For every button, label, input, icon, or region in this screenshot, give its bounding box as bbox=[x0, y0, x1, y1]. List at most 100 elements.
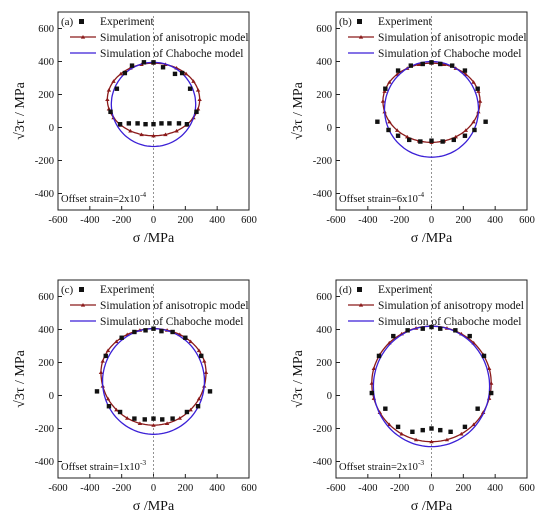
experiment-point bbox=[199, 353, 204, 359]
legend-chaboche-label: Simulation of Chaboche model bbox=[378, 316, 521, 328]
anisotropic-curve-marker bbox=[151, 133, 156, 138]
x-tick-label: -600 bbox=[326, 483, 345, 494]
experiment-point bbox=[391, 333, 396, 339]
experiment-point bbox=[143, 328, 148, 333]
experiment-point bbox=[103, 353, 108, 359]
x-tick-label: 600 bbox=[241, 215, 257, 226]
y-tick-label: 0 bbox=[327, 391, 332, 402]
offset-strain-exponent: -3 bbox=[418, 458, 424, 467]
x-tick-label: -400 bbox=[358, 483, 377, 494]
panel-2: -600 -400 -200 0 200 400 600 -400 -200 0 200 400 600… bbox=[291, 11, 535, 246]
experiment-point bbox=[448, 429, 453, 434]
anisotropic-curve-marker bbox=[441, 62, 447, 67]
y-tick-label: 200 bbox=[38, 90, 54, 101]
y-tick-label: 0 bbox=[49, 391, 54, 402]
anisotropic-curve-marker bbox=[471, 422, 476, 427]
y-tick-label: -200 bbox=[35, 156, 54, 167]
experiment-point bbox=[167, 121, 172, 126]
anisotropic-curve-marker bbox=[128, 128, 133, 133]
experiment-point bbox=[122, 70, 128, 76]
x-axis-title: σ /MPa bbox=[133, 231, 175, 246]
anisotropic-curve-marker bbox=[459, 431, 464, 436]
x-tick-label: -600 bbox=[48, 215, 67, 226]
y-tick-label: -400 bbox=[35, 189, 54, 200]
offset-strain-text: Offset strain=2x10 bbox=[339, 462, 418, 473]
experiment-point bbox=[451, 137, 456, 143]
anisotropic-curve-marker bbox=[114, 407, 119, 412]
anisotropic-curve-marker bbox=[105, 396, 111, 401]
x-tick-label: 400 bbox=[209, 215, 225, 226]
x-axis-title: σ /MPa bbox=[133, 499, 175, 514]
panel-label: (b) bbox=[339, 16, 352, 28]
anisotropic-curve-marker bbox=[163, 132, 168, 137]
anisotropic-curve-marker bbox=[106, 88, 112, 92]
y-axis-title: √3τ / MPa bbox=[13, 349, 28, 407]
anisotropic-curve-marker bbox=[188, 339, 193, 344]
experiment-point bbox=[429, 426, 434, 431]
legend-experiment-label: Experiment bbox=[100, 16, 154, 28]
experiment-point bbox=[472, 127, 477, 133]
chaboche-curve bbox=[383, 60, 480, 158]
anisotropic-curve-marker bbox=[195, 106, 201, 111]
experiment-point bbox=[395, 424, 401, 430]
experiment-point bbox=[117, 122, 123, 127]
offset-strain-exponent: -4 bbox=[418, 190, 424, 199]
anisotropic-curve-marker bbox=[413, 437, 419, 442]
experiment-point bbox=[407, 137, 412, 143]
experiment-point bbox=[179, 70, 185, 76]
experiment-point bbox=[475, 406, 480, 411]
chaboche-curve bbox=[101, 328, 206, 435]
experiment-point bbox=[438, 61, 443, 67]
legend-experiment-marker bbox=[79, 287, 84, 292]
anisotropic-curve-marker bbox=[471, 119, 476, 124]
x-tick-label: 0 bbox=[151, 215, 156, 226]
experiment-point bbox=[141, 60, 147, 65]
y-tick-label: -400 bbox=[313, 189, 332, 200]
anisotropic-curve-marker bbox=[387, 422, 392, 427]
x-tick-label: 600 bbox=[519, 483, 535, 494]
chaboche-curve bbox=[110, 61, 197, 148]
experiment-point bbox=[369, 390, 375, 396]
y-tick-label: 600 bbox=[316, 24, 332, 35]
experiment-point bbox=[151, 326, 156, 331]
anisotropic-curve-marker bbox=[177, 416, 182, 420]
y-tick-label: 200 bbox=[38, 358, 54, 369]
experiment-point bbox=[488, 390, 494, 396]
experiment-point bbox=[462, 424, 468, 430]
anisotropic-curve-marker bbox=[399, 431, 404, 436]
x-tick-label: -200 bbox=[390, 483, 409, 494]
chaboche-curve bbox=[372, 325, 491, 448]
y-tick-label: 400 bbox=[38, 57, 54, 68]
experiment-point bbox=[420, 61, 425, 67]
experiment-point bbox=[160, 65, 166, 70]
y-tick-label: 600 bbox=[38, 292, 54, 303]
anisotropic-curve-marker bbox=[105, 348, 111, 353]
experiment-point bbox=[481, 353, 487, 359]
y-tick-label: -200 bbox=[313, 156, 332, 167]
y-tick-label: -400 bbox=[35, 457, 54, 468]
y-tick-label: 200 bbox=[316, 358, 332, 369]
experiment-point bbox=[184, 122, 190, 127]
y-tick-label: -200 bbox=[313, 424, 332, 435]
anisotropic-curve-marker bbox=[444, 437, 450, 442]
legend-anisotropic-label: Simulation of anisotropic model bbox=[100, 32, 249, 44]
experiment-point bbox=[132, 416, 137, 421]
y-tick-label: 200 bbox=[316, 90, 332, 101]
panel-label: (a) bbox=[61, 16, 74, 28]
experiment-point bbox=[467, 333, 472, 339]
x-tick-label: -200 bbox=[112, 483, 131, 494]
experiment-point bbox=[160, 417, 165, 422]
experiment-point bbox=[405, 328, 410, 333]
experiment-point bbox=[376, 353, 382, 359]
anisotropic-curve-marker bbox=[118, 71, 124, 76]
experiment-point bbox=[395, 68, 401, 73]
experiment-point bbox=[438, 326, 443, 331]
experiment-point bbox=[453, 328, 458, 333]
experiment-point bbox=[126, 121, 132, 126]
offset-strain-text: Offset strain=2x10 bbox=[61, 194, 140, 205]
y-tick-label: 400 bbox=[38, 325, 54, 336]
anisotropic-curve-marker bbox=[139, 132, 144, 137]
anisotropic-curve-marker bbox=[164, 421, 170, 426]
anisotropic-curve-marker bbox=[105, 97, 110, 102]
experiment-point bbox=[170, 416, 175, 421]
